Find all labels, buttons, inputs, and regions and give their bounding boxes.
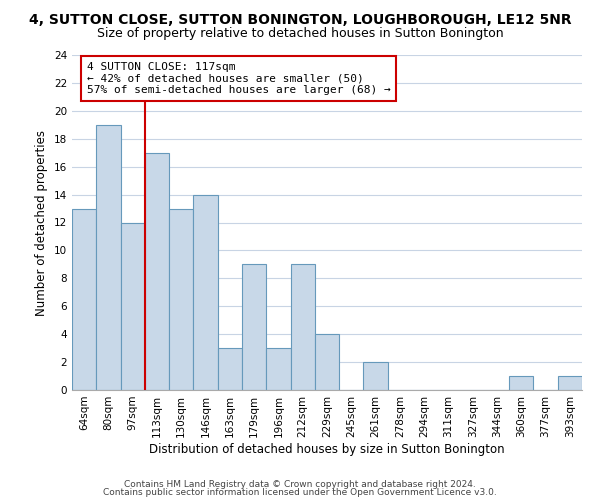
Bar — [558, 376, 582, 390]
Bar — [364, 362, 388, 390]
Text: Size of property relative to detached houses in Sutton Bonington: Size of property relative to detached ho… — [97, 28, 503, 40]
Bar — [96, 125, 121, 390]
X-axis label: Distribution of detached houses by size in Sutton Bonington: Distribution of detached houses by size … — [149, 442, 505, 456]
Text: Contains public sector information licensed under the Open Government Licence v3: Contains public sector information licen… — [103, 488, 497, 497]
Bar — [193, 194, 218, 390]
Bar — [121, 222, 145, 390]
Bar — [290, 264, 315, 390]
Text: 4 SUTTON CLOSE: 117sqm
← 42% of detached houses are smaller (50)
57% of semi-det: 4 SUTTON CLOSE: 117sqm ← 42% of detached… — [86, 62, 391, 95]
Bar — [509, 376, 533, 390]
Bar — [145, 152, 169, 390]
Bar — [218, 348, 242, 390]
Bar — [266, 348, 290, 390]
Bar — [72, 208, 96, 390]
Bar — [242, 264, 266, 390]
Bar — [315, 334, 339, 390]
Text: 4, SUTTON CLOSE, SUTTON BONINGTON, LOUGHBOROUGH, LE12 5NR: 4, SUTTON CLOSE, SUTTON BONINGTON, LOUGH… — [29, 12, 571, 26]
Y-axis label: Number of detached properties: Number of detached properties — [35, 130, 49, 316]
Text: Contains HM Land Registry data © Crown copyright and database right 2024.: Contains HM Land Registry data © Crown c… — [124, 480, 476, 489]
Bar — [169, 208, 193, 390]
